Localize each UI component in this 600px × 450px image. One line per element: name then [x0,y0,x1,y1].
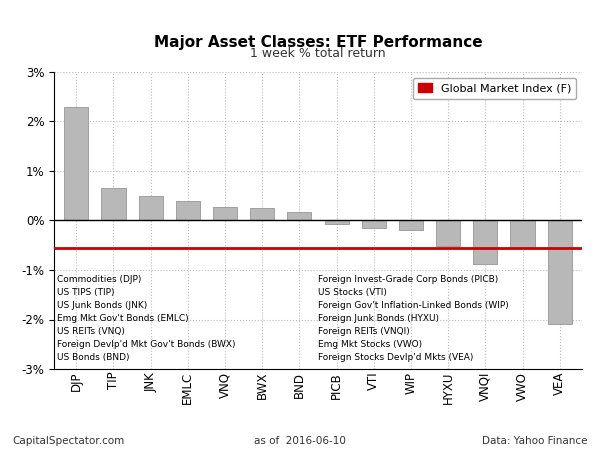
Bar [548,220,572,324]
Text: CapitalSpectator.com: CapitalSpectator.com [12,436,124,446]
Bar [436,220,460,246]
Bar [473,220,497,264]
Bar [325,220,349,224]
Bar [139,196,163,220]
Legend: Global Market Index (F): Global Market Index (F) [413,77,577,99]
Bar [176,201,200,220]
Bar [213,207,237,220]
Bar [362,220,386,228]
Text: Data: Yahoo Finance: Data: Yahoo Finance [482,436,588,446]
Title: Major Asset Classes: ETF Performance: Major Asset Classes: ETF Performance [154,35,482,50]
Bar [101,188,125,220]
Bar [64,107,88,220]
Bar [511,220,535,248]
Text: 1 week % total return: 1 week % total return [250,47,386,60]
Bar [250,208,274,220]
Text: as of  2016-06-10: as of 2016-06-10 [254,436,346,446]
Bar [399,220,423,230]
Bar [287,212,311,220]
Text: Commodities (DJP)
US TIPS (TIP)
US Junk Bonds (JNK)
Emg Mkt Gov't Bonds (EMLC)
U: Commodities (DJP) US TIPS (TIP) US Junk … [56,275,235,361]
Text: Foreign Invest-Grade Corp Bonds (PICB)
US Stocks (VTI)
Foreign Gov't Inflation-L: Foreign Invest-Grade Corp Bonds (PICB) U… [318,275,509,361]
